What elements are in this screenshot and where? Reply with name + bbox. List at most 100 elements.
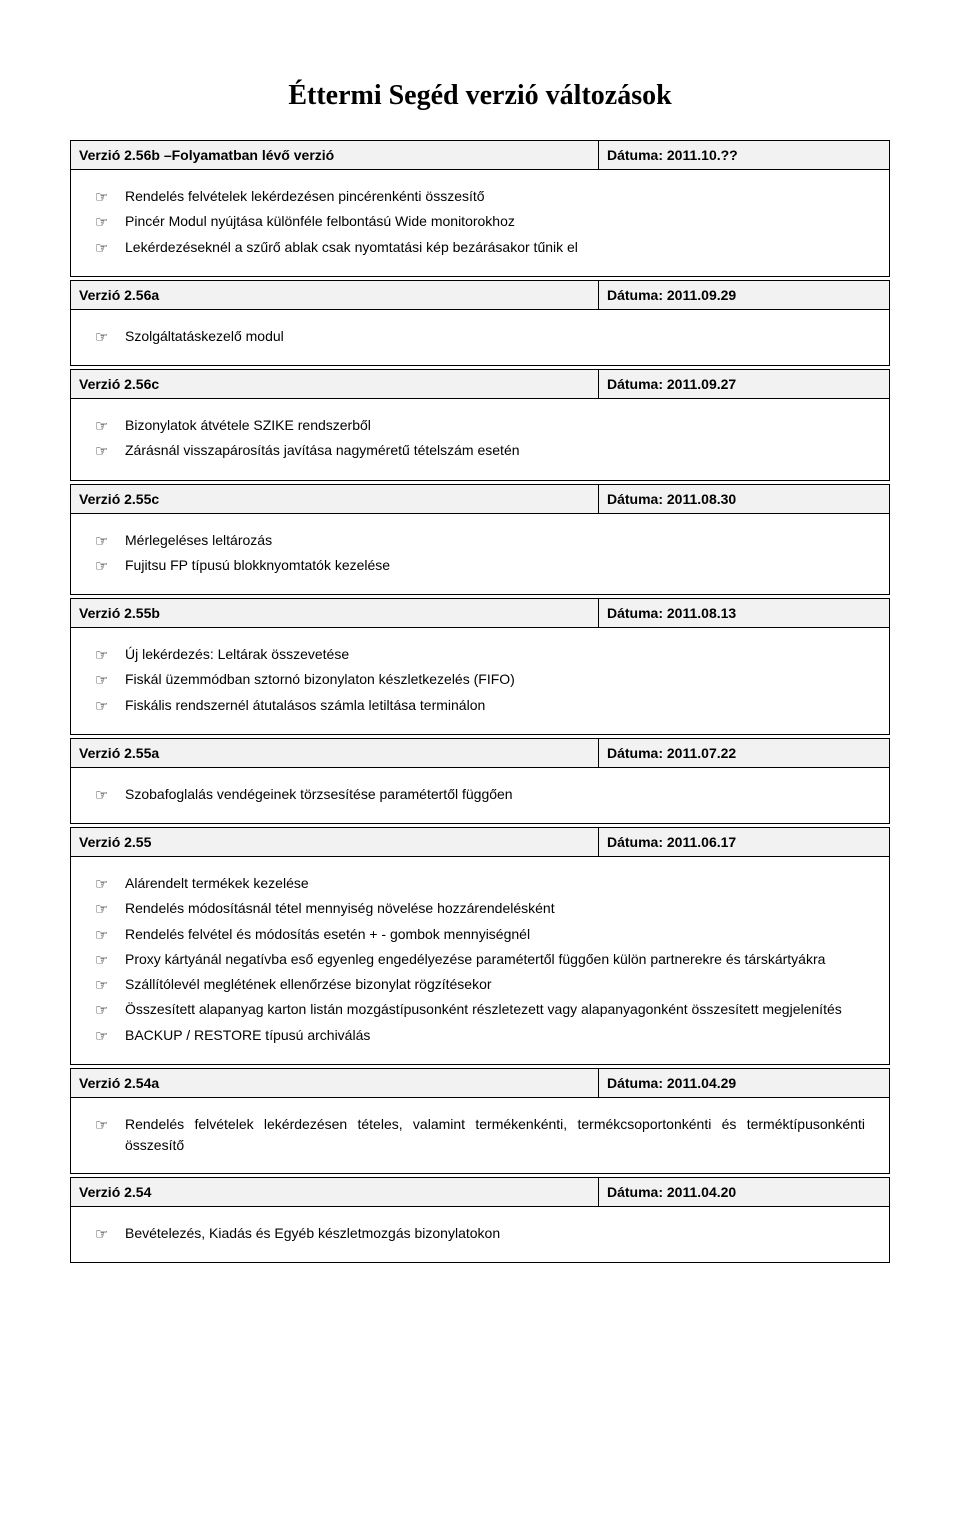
change-item: ☞Szobafoglalás vendégeinek törzsesítése …	[95, 784, 865, 807]
change-item-text: Fiskális rendszernél átutalásos számla l…	[125, 695, 865, 717]
change-item: ☞Lekérdezéseknél a szűrő ablak csak nyom…	[95, 237, 865, 260]
change-list: ☞Bizonylatok átvétele SZIKE rendszerből☞…	[95, 415, 865, 464]
version-header-row: Verzió 2.56aDátuma: 2011.09.29	[71, 281, 889, 309]
version-header-row: Verzió 2.55aDátuma: 2011.07.22	[71, 739, 889, 767]
change-list: ☞Rendelés felvételek lekérdezésen pincér…	[95, 186, 865, 260]
pointing-hand-icon: ☞	[95, 898, 125, 921]
version-label: Verzió 2.56c	[71, 370, 599, 398]
change-item: ☞Fiskális rendszernél átutalásos számla …	[95, 695, 865, 718]
pointing-hand-icon: ☞	[95, 211, 125, 234]
change-item: ☞Összesített alapanyag karton listán moz…	[95, 999, 865, 1022]
pointing-hand-icon: ☞	[95, 186, 125, 209]
pointing-hand-icon: ☞	[95, 949, 125, 972]
pointing-hand-icon: ☞	[95, 999, 125, 1022]
change-item-text: Összesített alapanyag karton listán mozg…	[125, 999, 865, 1021]
pointing-hand-icon: ☞	[95, 1025, 125, 1048]
pointing-hand-icon: ☞	[95, 974, 125, 997]
change-item-text: Lekérdezéseknél a szűrő ablak csak nyomt…	[125, 237, 865, 259]
pointing-hand-icon: ☞	[95, 1223, 125, 1246]
version-label: Verzió 2.55c	[71, 485, 599, 513]
change-item-text: Bizonylatok átvétele SZIKE rendszerből	[125, 415, 865, 437]
change-item: ☞Fiskál üzemmódban sztornó bizonylaton k…	[95, 669, 865, 692]
pointing-hand-icon: ☞	[95, 669, 125, 692]
pointing-hand-icon: ☞	[95, 873, 125, 896]
version-header-row: Verzió 2.55bDátuma: 2011.08.13	[71, 599, 889, 627]
version-content: ☞Mérlegeléses leltározás☞Fujitsu FP típu…	[71, 513, 889, 595]
version-label: Verzió 2.55b	[71, 599, 599, 627]
pointing-hand-icon: ☞	[95, 924, 125, 947]
version-block: Verzió 2.55Dátuma: 2011.06.17 ☞Alárendelt…	[70, 827, 890, 1065]
change-item-text: Rendelés felvételek lekérdezésen pincére…	[125, 186, 865, 208]
version-date: Dátuma: 2011.09.29	[599, 281, 889, 309]
change-item: ☞Bevételezés, Kiadás és Egyéb készletmoz…	[95, 1223, 865, 1246]
version-content: ☞Új lekérdezés: Leltárak összevetése☞Fis…	[71, 627, 889, 734]
pointing-hand-icon: ☞	[95, 326, 125, 349]
version-label: Verzió 2.55a	[71, 739, 599, 767]
version-block: Verzió 2.56aDátuma: 2011.09.29 ☞Szolgálta…	[70, 280, 890, 366]
version-header-row: Verzió 2.54Dátuma: 2011.04.20	[71, 1178, 889, 1206]
pointing-hand-icon: ☞	[95, 237, 125, 260]
change-item: ☞Rendelés felvétel és módosítás esetén +…	[95, 924, 865, 947]
version-content: ☞Rendelés felvételek lekérdezésen tétele…	[71, 1097, 889, 1173]
change-item: ☞Bizonylatok átvétele SZIKE rendszerből	[95, 415, 865, 438]
version-label: Verzió 2.54	[71, 1178, 599, 1206]
version-label: Verzió 2.56b –Folyamatban lévő verzió	[71, 141, 599, 169]
version-date: Dátuma: 2011.08.13	[599, 599, 889, 627]
version-block: Verzió 2.55cDátuma: 2011.08.30 ☞Mérlegelé…	[70, 484, 890, 596]
version-date: Dátuma: 2011.08.30	[599, 485, 889, 513]
change-item: ☞Proxy kártyánál negatívba eső egyenleg …	[95, 949, 865, 972]
version-content: ☞Rendelés felvételek lekérdezésen pincér…	[71, 169, 889, 276]
pointing-hand-icon: ☞	[95, 644, 125, 667]
version-date: Dátuma: 2011.04.29	[599, 1069, 889, 1097]
version-content: ☞Szolgáltatáskezelő modul	[71, 309, 889, 365]
change-item-text: Zárásnál visszapárosítás javítása nagymé…	[125, 440, 865, 462]
version-block: Verzió 2.56cDátuma: 2011.09.27 ☞Bizonylat…	[70, 369, 890, 481]
page-title: Éttermi Segéd verzió változások	[70, 80, 890, 112]
version-label: Verzió 2.54a	[71, 1069, 599, 1097]
version-date: Dátuma: 2011.10.??	[599, 141, 889, 169]
change-item-text: Bevételezés, Kiadás és Egyéb készletmozg…	[125, 1223, 865, 1245]
version-date: Dátuma: 2011.07.22	[599, 739, 889, 767]
version-label: Verzió 2.55	[71, 828, 599, 856]
change-item-text: Fujitsu FP típusú blokknyomtatók kezelés…	[125, 555, 865, 577]
change-item-text: BACKUP / RESTORE típusú archiválás	[125, 1025, 865, 1047]
change-item-text: Rendelés módosításnál tétel mennyiség nö…	[125, 898, 865, 920]
pointing-hand-icon: ☞	[95, 784, 125, 807]
version-header-row: Verzió 2.54aDátuma: 2011.04.29	[71, 1069, 889, 1097]
change-item-text: Fiskál üzemmódban sztornó bizonylaton ké…	[125, 669, 865, 691]
change-item: ☞Zárásnál visszapárosítás javítása nagym…	[95, 440, 865, 463]
change-item: ☞Rendelés felvételek lekérdezésen pincér…	[95, 186, 865, 209]
change-item: ☞Mérlegeléses leltározás	[95, 530, 865, 553]
pointing-hand-icon: ☞	[95, 1114, 125, 1137]
change-item: ☞BACKUP / RESTORE típusú archiválás	[95, 1025, 865, 1048]
version-block: Verzió 2.54aDátuma: 2011.04.29 ☞Rendelés …	[70, 1068, 890, 1174]
change-item: ☞Fujitsu FP típusú blokknyomtatók kezelé…	[95, 555, 865, 578]
change-item-text: Proxy kártyánál negatívba eső egyenleg e…	[125, 949, 865, 971]
sections-container: Verzió 2.56b –Folyamatban lévő verzióDát…	[70, 140, 890, 1263]
version-content: ☞Alárendelt termékek kezelése☞Rendelés m…	[71, 856, 889, 1064]
version-date: Dátuma: 2011.09.27	[599, 370, 889, 398]
change-list: ☞Bevételezés, Kiadás és Egyéb készletmoz…	[95, 1223, 865, 1246]
version-block: Verzió 2.56b –Folyamatban lévő verzióDát…	[70, 140, 890, 277]
change-item-text: Új lekérdezés: Leltárak összevetése	[125, 644, 865, 666]
version-block: Verzió 2.55aDátuma: 2011.07.22 ☞Szobafogl…	[70, 738, 890, 824]
version-content: ☞Bizonylatok átvétele SZIKE rendszerből☞…	[71, 398, 889, 480]
change-item: ☞Új lekérdezés: Leltárak összevetése	[95, 644, 865, 667]
change-item-text: Rendelés felvételek lekérdezésen tételes…	[125, 1114, 865, 1157]
pointing-hand-icon: ☞	[95, 415, 125, 438]
change-item: ☞Pincér Modul nyújtása különféle felbont…	[95, 211, 865, 234]
change-item-text: Szállítólevél meglétének ellenőrzése biz…	[125, 974, 865, 996]
change-list: ☞Szobafoglalás vendégeinek törzsesítése …	[95, 784, 865, 807]
change-list: ☞Alárendelt termékek kezelése☞Rendelés m…	[95, 873, 865, 1048]
change-item: ☞Alárendelt termékek kezelése	[95, 873, 865, 896]
change-item: ☞Rendelés felvételek lekérdezésen tétele…	[95, 1114, 865, 1157]
version-label: Verzió 2.56a	[71, 281, 599, 309]
version-content: ☞Szobafoglalás vendégeinek törzsesítése …	[71, 767, 889, 823]
version-date: Dátuma: 2011.06.17	[599, 828, 889, 856]
pointing-hand-icon: ☞	[95, 695, 125, 718]
change-list: ☞Mérlegeléses leltározás☞Fujitsu FP típu…	[95, 530, 865, 579]
version-header-row: Verzió 2.56cDátuma: 2011.09.27	[71, 370, 889, 398]
change-item-text: Szobafoglalás vendégeinek törzsesítése p…	[125, 784, 865, 806]
version-header-row: Verzió 2.56b –Folyamatban lévő verzióDát…	[71, 141, 889, 169]
change-item: ☞Szolgáltatáskezelő modul	[95, 326, 865, 349]
